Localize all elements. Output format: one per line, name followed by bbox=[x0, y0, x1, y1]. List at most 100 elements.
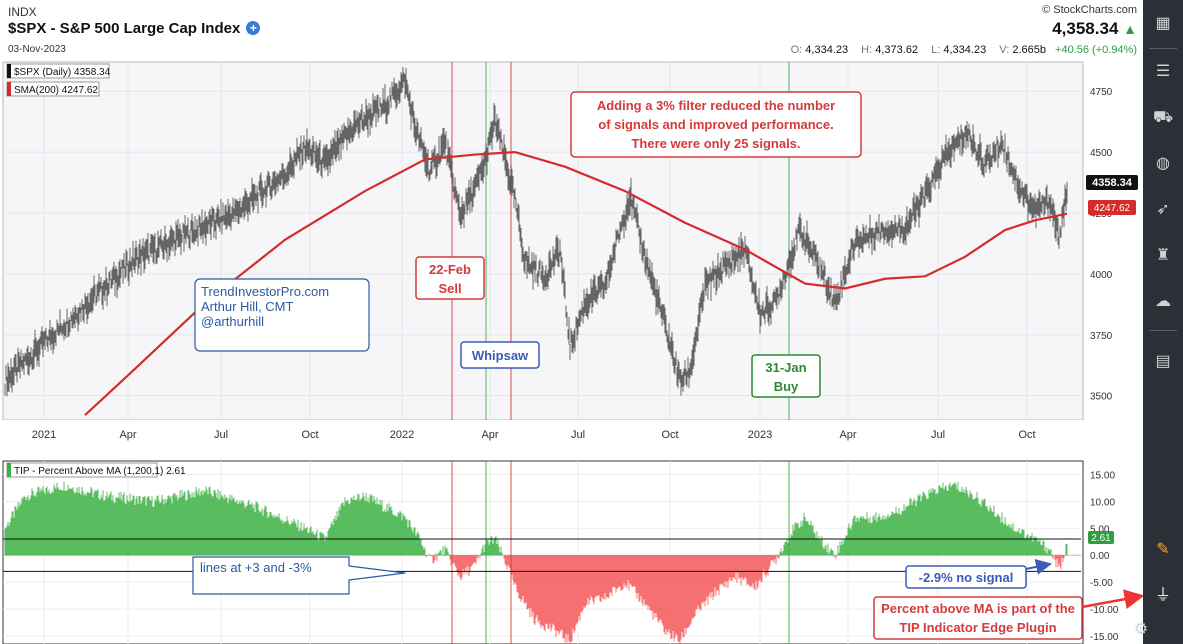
tip-value-tag-text: 2.61 bbox=[1091, 533, 1111, 544]
date-axis: 2021 Apr Jul Oct 2022 Apr Jul Oct 2023 Apr Jul Oct bbox=[32, 429, 1036, 441]
price-axis: 3500 3750 4000 4250 4500 4750 bbox=[1090, 87, 1113, 402]
symbol-title: $SPX - S&P 500 Large Cap Index + bbox=[8, 20, 261, 37]
price-tick-label: 4250 bbox=[1090, 209, 1113, 220]
date-tick-label: Apr bbox=[119, 429, 136, 441]
date-tick-label: 2023 bbox=[748, 429, 772, 441]
indicator-tick-label: 10.00 bbox=[1090, 497, 1115, 508]
open-label: O: bbox=[790, 44, 803, 56]
indicator-tick-label: 5.00 bbox=[1090, 524, 1110, 535]
document-icon[interactable]: ▤ bbox=[1155, 353, 1171, 370]
sma-value-tag-text: 4247.62 bbox=[1094, 203, 1131, 214]
plugin-note-line1: Percent above MA is part of the bbox=[881, 601, 1075, 616]
indicator-positive-bars bbox=[4, 481, 1068, 556]
open-value: 4,334.23 bbox=[805, 44, 849, 56]
price-grid bbox=[3, 62, 1081, 420]
price-tick-label: 4500 bbox=[1090, 148, 1113, 159]
exchange-label: INDX bbox=[8, 5, 37, 19]
date-axis-strip bbox=[3, 420, 1083, 460]
indicator-tick-label: 0.00 bbox=[1090, 551, 1110, 562]
price-tick-label: 3500 bbox=[1090, 392, 1113, 403]
rocket-icon[interactable]: ➶ bbox=[1156, 201, 1170, 218]
threshold-lines bbox=[3, 538, 1081, 572]
change-value: +40.56 (+0.94%) bbox=[1055, 44, 1137, 56]
add-plus-icon[interactable]: + bbox=[246, 21, 261, 35]
last-price-tag-text: 4358.34 bbox=[1092, 177, 1133, 189]
date-tick-label: 2021 bbox=[32, 429, 56, 441]
high-value: 4,373.62 bbox=[875, 44, 919, 56]
no-signal-note: -2.9% no signal bbox=[905, 559, 1052, 589]
date-tick-label: 2022 bbox=[390, 429, 414, 441]
price-bar-series bbox=[4, 66, 1068, 397]
plug-icon[interactable]: ⏚ bbox=[1154, 587, 1171, 604]
author-name: Arthur Hill, CMT bbox=[201, 299, 294, 314]
sell-word: Sell bbox=[438, 281, 461, 296]
lines-note-text: lines at +3 and -3% bbox=[200, 560, 312, 575]
last-price: 4,358.34 ▲ bbox=[1052, 19, 1137, 39]
whipsaw-text: Whipsaw bbox=[472, 348, 529, 363]
chart-header: INDX $SPX - S&P 500 Large Cap Index + 03-… bbox=[0, 0, 1143, 62]
price-panel bbox=[2, 61, 1084, 421]
car-icon[interactable]: ⛟ bbox=[1153, 109, 1174, 126]
indicator-vlines bbox=[451, 461, 790, 644]
chart-svg[interactable]: 3500 3750 4000 4250 4500 4750 2021 Apr Jul Oct 20… bbox=[0, 0, 1143, 644]
legend-sma: SMA(200) 4247.62 bbox=[14, 85, 98, 96]
sma-line bbox=[84, 150, 1068, 416]
date-tick-label: Jul bbox=[214, 429, 228, 441]
price-bars bbox=[4, 66, 1068, 397]
legend-tip: TIP - Percent Above MA (1,200,1) 2.61 bbox=[14, 466, 186, 477]
gear-icon[interactable]: ⚙ bbox=[1133, 621, 1149, 638]
indicator-axis: 15.00 10.00 5.00 0.00 -5.00 -10.00 -15.00 bbox=[1090, 470, 1119, 642]
price-tick-label: 3750 bbox=[1090, 331, 1113, 342]
layout-icon[interactable]: ▦ bbox=[1155, 15, 1171, 32]
author-note: TrendInvestorPro.com Arthur Hill, CMT @a… bbox=[194, 278, 370, 352]
sliders-icon[interactable]: ☰ bbox=[1155, 63, 1171, 80]
trophy-icon[interactable]: ♜ bbox=[1155, 247, 1171, 264]
date-tick-label: Apr bbox=[481, 429, 498, 441]
date-tick-label: Jul bbox=[931, 429, 945, 441]
filter-note-line1: Adding a 3% filter reduced the number bbox=[597, 98, 835, 113]
tip-value-tag: 2.61 bbox=[1088, 531, 1114, 544]
sell-signal-label: 22-Feb Sell bbox=[415, 256, 485, 300]
sell-date: 22-Feb bbox=[429, 262, 471, 277]
high-label: H: bbox=[861, 44, 873, 56]
toolbar-divider bbox=[1149, 48, 1177, 49]
chart-date: 03-Nov-2023 bbox=[8, 44, 66, 55]
indicator-tick-label: -15.00 bbox=[1090, 632, 1119, 643]
title-text: $SPX - S&P 500 Large Cap Index bbox=[8, 20, 241, 37]
volume-value: 2.665b bbox=[1012, 44, 1046, 56]
indicator-legend: TIP - Percent Above MA (1,200,1) 2.61 bbox=[6, 462, 186, 478]
plugin-note-line2: TIP Indicator Edge Plugin bbox=[899, 620, 1056, 635]
sma-value-tag: 4247.62 bbox=[1088, 200, 1136, 215]
low-value: 4,334.23 bbox=[943, 44, 987, 56]
toolbar-divider bbox=[1149, 330, 1177, 331]
globe-icon[interactable]: ◍ bbox=[1156, 155, 1170, 172]
pencil-icon[interactable]: ✎ bbox=[1156, 541, 1170, 558]
date-tick-label: Oct bbox=[301, 429, 318, 441]
indicator-negative-bars bbox=[425, 555, 1066, 644]
volume-label: V: bbox=[999, 44, 1010, 56]
whipsaw-label: Whipsaw bbox=[460, 341, 540, 369]
cloud-icon[interactable]: ☁ bbox=[1155, 293, 1171, 310]
price-value: 4,358.34 bbox=[1052, 19, 1119, 38]
price-tick-label: 4000 bbox=[1090, 270, 1113, 281]
indicator-panel bbox=[2, 460, 1084, 644]
filter-note-line3: There were only 25 signals. bbox=[631, 136, 800, 151]
price-legend: $SPX (Daily) 4358.34 SMA(200) 4247.62 bbox=[6, 63, 111, 97]
right-toolbar: ▦ ☰ ⛟ ◍ ➶ ♜ ☁ ▤ ✎ ⏚ ⚙ bbox=[1134, 0, 1183, 644]
buy-signal-label: 31-Jan Buy bbox=[751, 354, 821, 398]
filter-note-line2: of signals and improved performance. bbox=[598, 117, 834, 132]
indicator-bars bbox=[4, 481, 1068, 644]
filter-note: Adding a 3% filter reduced the number of… bbox=[570, 91, 862, 158]
plugin-note: Percent above MA is part of the TIP Indi… bbox=[873, 589, 1143, 640]
date-tick-label: Apr bbox=[839, 429, 856, 441]
last-price-tag: 4358.34 bbox=[1086, 175, 1138, 190]
buy-date: 31-Jan bbox=[765, 360, 806, 375]
up-triangle-icon: ▲ bbox=[1123, 21, 1137, 37]
author-site: TrendInvestorPro.com bbox=[201, 284, 329, 299]
buy-word: Buy bbox=[774, 379, 799, 394]
no-signal-text: -2.9% no signal bbox=[919, 570, 1014, 585]
indicator-grid bbox=[3, 461, 1081, 644]
indicator-tick-label: -5.00 bbox=[1090, 578, 1113, 589]
signal-lines bbox=[451, 62, 790, 420]
price-tick-label: 4750 bbox=[1090, 87, 1113, 98]
